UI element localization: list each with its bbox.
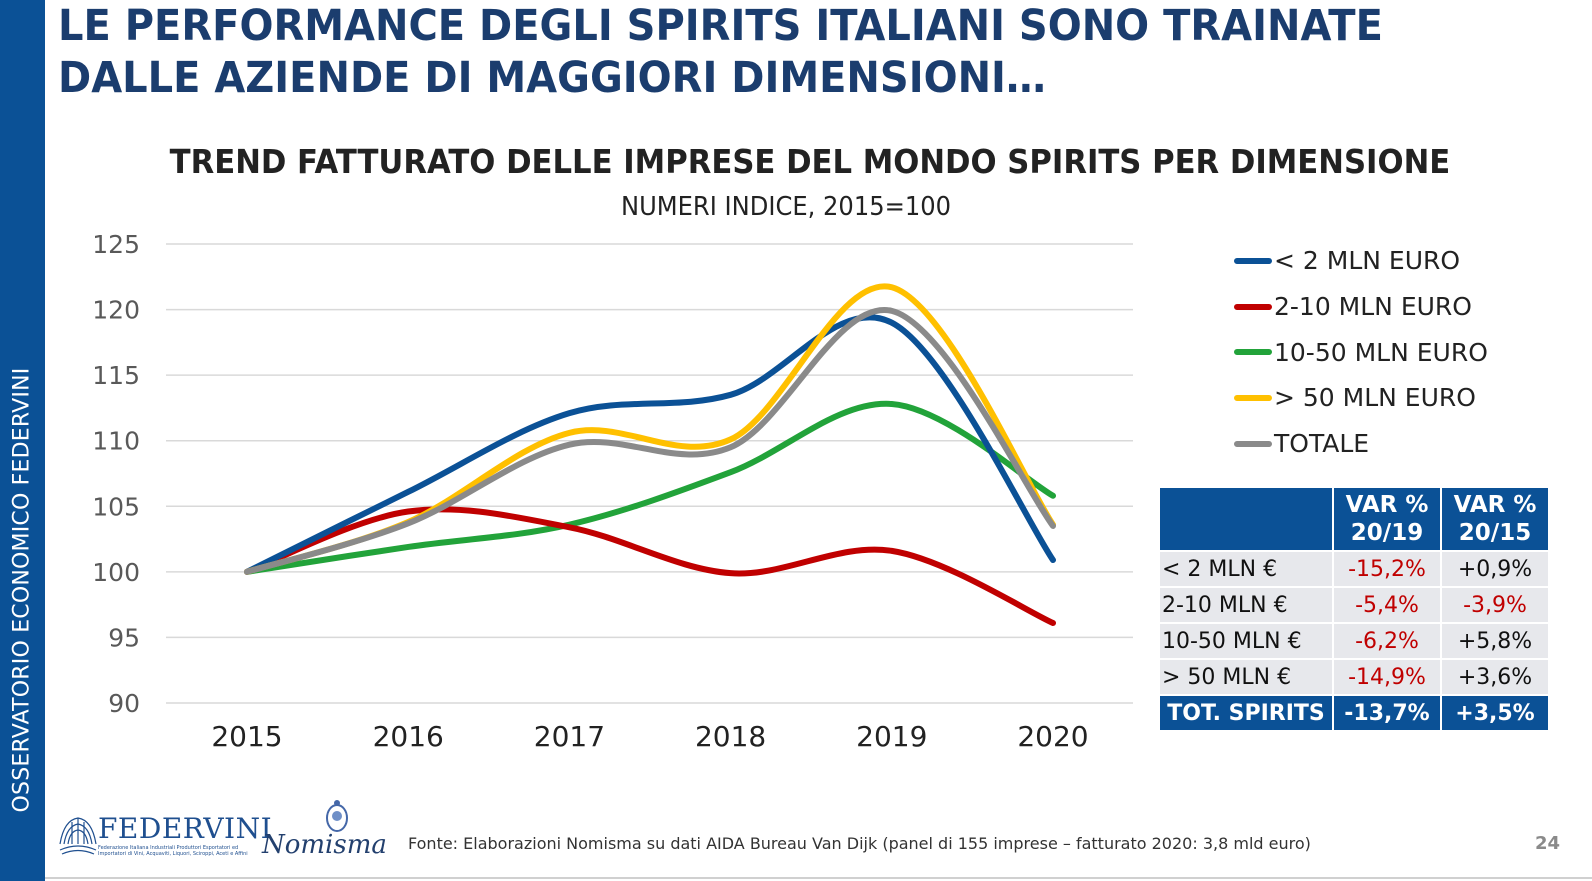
x-tick-label: 2019 <box>856 720 927 753</box>
chart-subtitle: NUMERI INDICE, 2015=100 <box>620 192 952 222</box>
x-tick-label: 2016 <box>373 720 444 753</box>
var-20-19-cell: -5,4% <box>1332 586 1442 624</box>
federvini-tagline: Federazione Italiana Industriali Produtt… <box>98 845 248 857</box>
table-header-var-20-19: VAR % 20/19 <box>1332 486 1442 552</box>
row-label: < 2 MLN € <box>1158 550 1334 588</box>
header-line: 20/15 <box>1458 520 1532 546</box>
series-line-2-mln-euro <box>244 314 1056 575</box>
legend-swatch <box>1234 394 1272 401</box>
federvini-emblem-icon <box>59 817 97 855</box>
series-line-totale <box>244 307 1056 575</box>
row-label: 10-50 MLN € <box>1158 622 1334 660</box>
table-row: 10-50 MLN € -6,2% +5,8% <box>1158 622 1550 660</box>
gridlines <box>166 243 1133 704</box>
x-tick-label: 2017 <box>534 720 605 753</box>
federvini-logo: FEDERVINI Federazione Italiana Industria… <box>58 812 272 860</box>
var-20-19-cell: -6,2% <box>1332 622 1442 660</box>
series-line-2-10-mln-euro <box>244 506 1056 627</box>
page-title: LE PERFORMANCE DEGLI SPIRITS ITALIANI SO… <box>58 0 1472 104</box>
legend-label: > 50 MLN EURO <box>1274 383 1476 413</box>
source-note: Fonte: Elaborazioni Nomisma su dati AIDA… <box>408 834 1311 853</box>
nomisma-emblem-icon <box>326 800 348 832</box>
row-label: > 50 MLN € <box>1158 658 1334 696</box>
legend-label: 10-50 MLN EURO <box>1274 337 1488 367</box>
header-line: VAR % <box>1453 492 1537 518</box>
total-var-20-15: +3,5% <box>1440 694 1550 732</box>
legend-swatch <box>1234 257 1272 264</box>
page-title-line-2: DALLE AZIENDE DI MAGGIORI DIMENSIONI… <box>58 53 1046 103</box>
table-row: > 50 MLN € -14,9% +3,6% <box>1158 658 1550 696</box>
legend-label: < 2 MLN EURO <box>1274 246 1461 276</box>
table-header-row: VAR % 20/19 VAR % 20/15 <box>1158 486 1550 552</box>
legend-label: 2-10 MLN EURO <box>1274 292 1472 322</box>
variation-table: VAR % 20/19 VAR % 20/15 < 2 MLN € -15,2%… <box>1158 486 1550 732</box>
x-tick-label: 2020 <box>1017 720 1088 753</box>
y-tick-label: 105 <box>92 492 140 521</box>
x-tick-label: 2018 <box>695 720 766 753</box>
table-header-var-20-15: VAR % 20/15 <box>1440 486 1550 552</box>
chart-title: TREND FATTURATO DELLE IMPRESE DEL MONDO … <box>169 142 1451 181</box>
var-20-15-cell: +3,6% <box>1440 658 1550 696</box>
y-tick-label: 100 <box>92 558 140 587</box>
legend-swatch <box>1234 303 1272 310</box>
y-tick-label: 95 <box>108 623 140 652</box>
y-tick-label: 120 <box>92 296 140 325</box>
legend-item: 10-50 MLN EURO <box>1234 329 1488 375</box>
row-label: 2-10 MLN € <box>1158 586 1334 624</box>
legend-swatch <box>1234 440 1272 447</box>
chart-legend: < 2 MLN EURO 2-10 MLN EURO 10-50 MLN EURO >… <box>1234 238 1488 466</box>
legend-item: 2-10 MLN EURO <box>1234 284 1488 330</box>
series-lines <box>244 283 1056 627</box>
legend-item: > 50 MLN EURO <box>1234 375 1488 421</box>
total-var-20-19: -13,7% <box>1332 694 1442 732</box>
var-20-15-cell: +0,9% <box>1440 550 1550 588</box>
legend-swatch <box>1234 349 1272 356</box>
y-tick-label: 110 <box>92 427 140 456</box>
x-tick-label: 2015 <box>211 720 282 753</box>
legend-item: < 2 MLN EURO <box>1234 238 1488 284</box>
legend-item: TOTALE <box>1234 421 1488 467</box>
var-20-15-cell: +5,8% <box>1440 622 1550 660</box>
var-20-19-cell: -15,2% <box>1332 550 1442 588</box>
federvini-wordmark: FEDERVINI <box>98 812 273 845</box>
page-number: 24 <box>1535 833 1561 854</box>
y-tick-label: 115 <box>92 361 140 390</box>
table-row: < 2 MLN € -15,2% +0,9% <box>1158 550 1550 588</box>
series-line-50-mln-euro <box>244 283 1056 575</box>
bottom-divider <box>45 877 1592 879</box>
nomisma-wordmark: Nomisma <box>262 830 387 860</box>
table-header-blank <box>1158 486 1334 552</box>
header-line: 20/19 <box>1350 520 1424 546</box>
y-tick-label: 90 <box>108 689 140 718</box>
y-axis-ticks: 90 95 100 105 110 115 120 125 <box>92 230 140 718</box>
table-total-row: TOT. SPIRITS -13,7% +3,5% <box>1158 694 1550 732</box>
legend-label: TOTALE <box>1274 429 1370 459</box>
x-axis-ticks: 2015 2016 2017 2018 2019 2020 <box>211 720 1088 753</box>
var-20-19-cell: -14,9% <box>1332 658 1442 696</box>
table-row: 2-10 MLN € -5,4% -3,9% <box>1158 586 1550 624</box>
side-bar: OSSERVATORIO ECONOMICO FEDERVINI <box>0 0 45 881</box>
y-tick-label: 125 <box>92 230 140 259</box>
series-line-10-50-mln-euro <box>244 400 1056 575</box>
total-label: TOT. SPIRITS <box>1158 694 1334 732</box>
header-line: VAR % <box>1345 492 1429 518</box>
var-20-15-cell: -3,9% <box>1440 586 1550 624</box>
nomisma-logo: Nomisma <box>262 798 387 860</box>
page-title-line-1: LE PERFORMANCE DEGLI SPIRITS ITALIANI SO… <box>58 1 1383 51</box>
